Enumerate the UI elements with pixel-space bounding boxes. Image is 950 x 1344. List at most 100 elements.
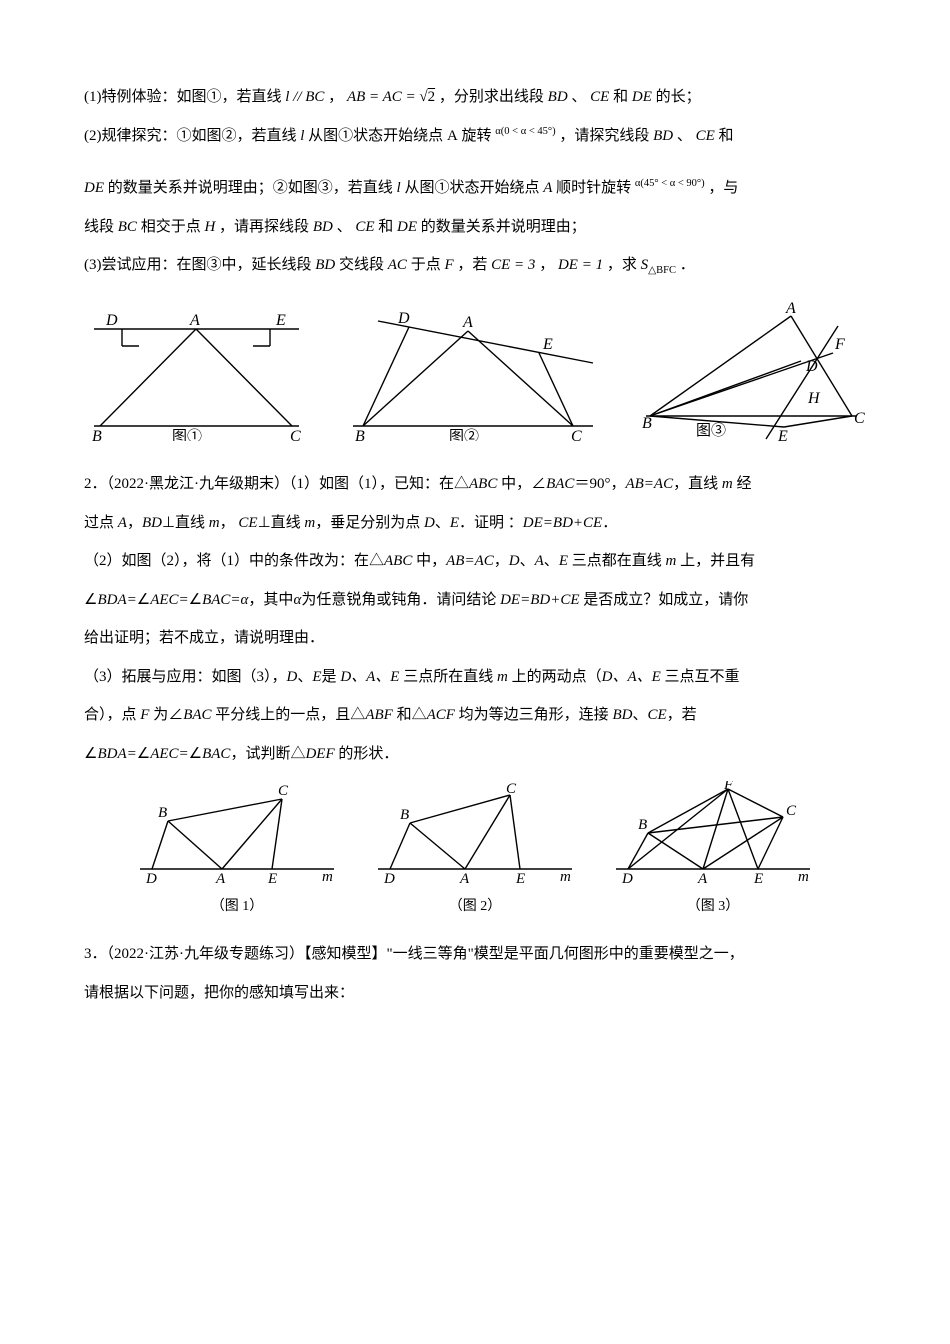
p4-f: 的数量关系并说明理由；	[421, 219, 586, 235]
figcap-q2-1: （图 1）	[211, 891, 264, 923]
svg-text:E: E	[267, 871, 277, 887]
svg-text:D: D	[145, 871, 157, 887]
p5-a: (3)尝试应用：在图③中，延长线段	[84, 257, 312, 273]
p2-e: 、	[677, 128, 692, 144]
svg-text:C: C	[571, 428, 582, 441]
svg-text:B: B	[92, 428, 102, 441]
p1-bd: BD	[548, 89, 568, 105]
svg-text:B: B	[355, 428, 365, 441]
svg-text:C: C	[786, 803, 797, 819]
svg-text:A: A	[697, 871, 708, 887]
p1-m1: l // BC	[285, 89, 324, 105]
svg-text:m: m	[798, 869, 809, 885]
p5-d: ，若	[457, 257, 487, 273]
svg-text:D: D	[397, 311, 410, 327]
p1-f: 的长；	[656, 89, 701, 105]
p1-c: ，分别求出线段	[439, 89, 544, 105]
p1-ce: CE	[590, 89, 609, 105]
p5-g: ．	[680, 257, 695, 273]
svg-text:A: A	[189, 312, 200, 329]
p2-A: A	[447, 128, 458, 144]
figure-2: D A E B C 图②	[343, 311, 603, 441]
svg-text:H: H	[807, 390, 821, 407]
p5-S: S△BFC	[641, 257, 676, 273]
figcap-q2-3: （图 3）	[687, 891, 740, 923]
svg-text:A: A	[785, 301, 796, 317]
svg-text:E: E	[753, 871, 763, 887]
p5-f: ，求	[607, 257, 637, 273]
q2-lead: 2．（2022·黑龙江·九年级期末）（1）如图（1），已知：在△	[84, 476, 469, 492]
svg-text:C: C	[290, 428, 301, 441]
q2-line5: 给出证明；若不成立，请说明理由．	[84, 621, 866, 656]
p4-c: ，请再探线段	[219, 219, 309, 235]
para-1: (1)特例体验：如图①，若直线 l // BC ， AB = AC = √2 ，…	[84, 80, 866, 115]
figq2-2-svg: B C D A E m	[370, 781, 580, 891]
figure-row-1: D A E B C 图① D A E B	[84, 301, 866, 441]
p4-bd: BD	[313, 219, 333, 235]
p4-h: H	[204, 219, 215, 235]
svg-text:A: A	[215, 871, 226, 887]
svg-text:F: F	[723, 781, 734, 793]
para-3: DE 的数量关系并说明理由；②如图③，若直线 l 从图①状态开始绕点 A 顺时针…	[84, 171, 866, 206]
svg-text:A: A	[462, 314, 473, 331]
svg-text:E: E	[542, 336, 553, 353]
svg-text:图①: 图①	[172, 428, 202, 441]
svg-text:m: m	[560, 869, 571, 885]
p3-A: A	[543, 180, 552, 196]
svg-text:B: B	[638, 817, 647, 833]
q2-line7: 合），点 F 为∠BAC 平分线上的一点，且△ABF 和△ACF 均为等边三角形…	[84, 698, 866, 733]
svg-text:E: E	[275, 312, 286, 329]
figure-row-2: B C D A E m （图 1） B C D	[84, 781, 866, 923]
p4-a: 线段	[84, 219, 114, 235]
p4-d: 、	[337, 219, 352, 235]
p4-bc: BC	[118, 219, 137, 235]
svg-text:C: C	[506, 781, 517, 797]
p5-c: 于点	[411, 257, 441, 273]
q3-line2: 请根据以下问题，把你的感知填写出来：	[84, 976, 866, 1011]
svg-text:C: C	[278, 783, 289, 799]
svg-text:D: D	[105, 312, 118, 329]
p5-ce3: CE = 3	[491, 257, 535, 273]
svg-text:C: C	[854, 410, 865, 427]
p5-b: 交线段	[339, 257, 384, 273]
para-2: (2)规律探究：①如图②，若直线 l 从图①状态开始绕点 A 旋转 α(0 < …	[84, 119, 866, 154]
p3-a: 的数量关系并说明理由；②如图③，若直线	[108, 180, 393, 196]
q3-line1: 3．（2022·江苏·九年级专题练习）【感知模型】"一线三等角"模型是平面几何图…	[84, 937, 866, 972]
p5-F: F	[444, 257, 453, 273]
p1-a: (1)特例体验：如图①，若直线	[84, 89, 282, 105]
p1-d: 、	[571, 89, 586, 105]
p5-e: ，	[539, 257, 554, 273]
p2-ang: α(0 < α < 45°)	[495, 126, 555, 137]
fig1-svg: D A E B C 图①	[84, 311, 309, 441]
figcap-q2-2: （图 2）	[449, 891, 502, 923]
svg-text:B: B	[400, 807, 409, 823]
q2-line2: 过点 A，BD⊥直线 m， CE⊥直线 m，垂足分别为点 D、E．证明 ：DE=…	[84, 506, 866, 541]
svg-text:D: D	[621, 871, 633, 887]
p3-l: l	[397, 180, 401, 196]
figure-q2-2: B C D A E m （图 2）	[370, 781, 580, 923]
p5-ac: AC	[388, 257, 407, 273]
p4-ce: CE	[355, 219, 374, 235]
figq2-1-svg: B C D A E m	[132, 781, 342, 891]
p3-d: ，与	[708, 180, 738, 196]
p1-m2: AB = AC = √2	[347, 89, 435, 105]
fig3-svg: A F D H B C E 图③	[636, 301, 866, 441]
p3-de: DE	[84, 180, 104, 196]
q2-line8: ∠BDA=∠AEC=∠BAC，试判断△DEF 的形状．	[84, 737, 866, 772]
p2-l: l	[300, 128, 304, 144]
svg-text:D: D	[383, 871, 395, 887]
svg-text:图③: 图③	[696, 422, 726, 439]
p2-bd: BD	[653, 128, 673, 144]
svg-text:A: A	[459, 871, 470, 887]
p3-ang: α(45° < α < 90°)	[635, 178, 705, 189]
q3-a: 3．（2022·江苏·九年级专题练习）【感知模型】"一线三等角"模型是平面几何图…	[84, 946, 744, 962]
svg-text:E: E	[777, 428, 788, 441]
q2-line1: 2．（2022·黑龙江·九年级期末）（1）如图（1），已知：在△ABC 中，∠B…	[84, 467, 866, 502]
figure-q2-3: B C F D A E m （图 3）	[608, 781, 818, 923]
fig2-svg: D A E B C 图②	[343, 311, 603, 441]
p1-e: 和	[613, 89, 628, 105]
svg-text:F: F	[834, 336, 845, 353]
p3-c: 顺时针旋转	[556, 180, 631, 196]
p2-b: 从图①状态开始绕点	[308, 128, 443, 144]
svg-text:D: D	[805, 358, 818, 375]
